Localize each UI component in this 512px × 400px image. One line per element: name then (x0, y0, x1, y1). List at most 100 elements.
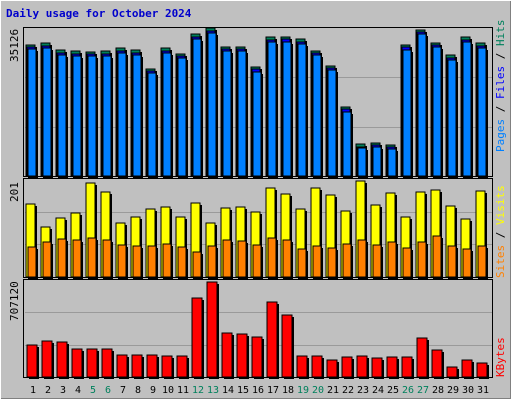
pages-bar-day-3 (57, 54, 68, 178)
pages-bar-day-16 (252, 71, 263, 178)
visits-ymax-label: 201 (8, 182, 21, 202)
pages-bar-day-9 (147, 72, 158, 178)
panel-visits: 201 Sites / Visits (8, 178, 507, 279)
day-label-19: 19 (297, 385, 309, 396)
sites-bar-day-29 (447, 245, 458, 279)
sites-bar-day-26 (402, 247, 413, 279)
kbytes-ymax-label: 707120 (8, 281, 21, 321)
day-label-5: 5 (90, 385, 96, 396)
kbytes-bar-day-8 (131, 354, 144, 379)
kbytes-bar-day-13 (206, 281, 219, 379)
pages-bar-day-17 (267, 41, 278, 178)
pages-bar-day-29 (447, 59, 458, 178)
day-label-22: 22 (342, 385, 354, 396)
files-legend-label: Files (494, 66, 507, 99)
kbytes-bar-day-6 (101, 348, 114, 379)
visits-legend-label: Visits (494, 185, 507, 225)
pages-bar-day-11 (177, 57, 188, 178)
day-label-6: 6 (105, 385, 111, 396)
kbytes-bar-day-5 (86, 348, 99, 379)
sites-bar-day-9 (147, 245, 158, 279)
hits-axis-title: Pages / Files / Hits (494, 20, 507, 153)
day-labels: 1 2 3 4 5 6 7 8 9 10 11 12 13 14 15 16 17 18 19 20 21 22 23 24 2… (30, 385, 489, 396)
kbytes-bar-day-21 (326, 359, 339, 379)
day-label-11: 11 (177, 385, 189, 396)
hits-ymax-label: 35126 (8, 29, 21, 62)
pages-bar-day-4 (72, 55, 83, 178)
visits-axis-title: Sites / Visits (494, 185, 507, 278)
pages-bar-day-2 (42, 47, 53, 178)
kbytes-bar-day-27 (416, 337, 429, 379)
sites-bar-day-27 (417, 241, 428, 279)
day-label-13: 13 (207, 385, 219, 396)
sites-bar-day-28 (432, 235, 443, 279)
day-label-27: 27 (417, 385, 429, 396)
kbytes-bar-day-18 (281, 314, 294, 379)
pages-bar-day-13 (207, 32, 218, 178)
sites-bar-day-13 (207, 245, 218, 279)
sites-bar-day-30 (462, 248, 473, 279)
pages-bar-day-12 (192, 38, 203, 178)
sites-bar-day-4 (72, 239, 83, 279)
day-label-8: 8 (135, 385, 141, 396)
kbytes-bar-day-12 (191, 297, 204, 379)
sites-bar-day-20 (312, 245, 323, 279)
sites-bar-day-22 (342, 243, 353, 279)
pages-bar-day-15 (237, 50, 248, 178)
kbytes-bar-day-20 (311, 355, 324, 379)
kbytes-bar-day-11 (176, 355, 189, 379)
kbytes-bar-day-3 (56, 341, 69, 379)
kbytes-bar-day-29 (446, 366, 459, 379)
day-label-20: 20 (312, 385, 324, 396)
kbytes-bar-day-28 (431, 349, 444, 379)
sites-bar-day-15 (237, 240, 248, 279)
sites-bar-day-8 (132, 245, 143, 279)
day-label-23: 23 (357, 385, 369, 396)
day-label-29: 29 (447, 385, 459, 396)
kbytes-bar-day-22 (341, 356, 354, 379)
day-label-31: 31 (477, 385, 489, 396)
sites-bar-day-14 (222, 239, 233, 279)
kbytes-bar-day-1 (26, 344, 39, 379)
pages-bar-day-20 (312, 54, 323, 178)
pages-bar-day-22 (342, 111, 353, 178)
pages-bar-day-14 (222, 50, 233, 178)
day-label-26: 26 (402, 385, 414, 396)
kbytes-bar-day-17 (266, 301, 279, 379)
sites-bar-day-25 (387, 241, 398, 279)
sites-bar-day-2 (42, 241, 53, 279)
pages-bar-day-10 (162, 52, 173, 178)
sites-bar-day-16 (252, 244, 263, 279)
kbytes-bar-day-15 (236, 333, 249, 379)
day-label-12: 12 (192, 385, 204, 396)
kbytes-axis-title: KBytes (494, 337, 507, 377)
day-label-9: 9 (150, 385, 156, 396)
day-label-28: 28 (432, 385, 444, 396)
sites-bar-day-31 (477, 245, 488, 279)
kbytes-bar-day-30 (461, 359, 474, 379)
day-label-3: 3 (60, 385, 66, 396)
panel-kbytes: 707120 KBytes (8, 279, 507, 379)
day-label-21: 21 (327, 385, 339, 396)
day-label-1: 1 (30, 385, 36, 396)
day-label-25: 25 (387, 385, 399, 396)
day-label-30: 30 (462, 385, 474, 396)
pages-bar-day-5 (87, 55, 98, 178)
kbytes-bar-day-7 (116, 354, 129, 379)
day-label-2: 2 (45, 385, 51, 396)
sites-bar-day-24 (372, 244, 383, 279)
day-label-24: 24 (372, 385, 384, 396)
hits-legend-label: Hits (494, 20, 507, 47)
pages-bar-day-31 (477, 47, 488, 178)
sites-legend-label: Sites (494, 245, 507, 278)
kbytes-bar-day-19 (296, 355, 309, 379)
day-label-17: 17 (267, 385, 279, 396)
sites-bar-day-21 (327, 247, 338, 279)
pages-bar-day-8 (132, 54, 143, 178)
sites-bar-day-17 (267, 237, 278, 279)
kbytes-bar-day-4 (71, 348, 84, 379)
pages-bar-day-26 (402, 49, 413, 178)
pages-bar-day-6 (102, 55, 113, 178)
sites-bar-day-11 (177, 246, 188, 279)
